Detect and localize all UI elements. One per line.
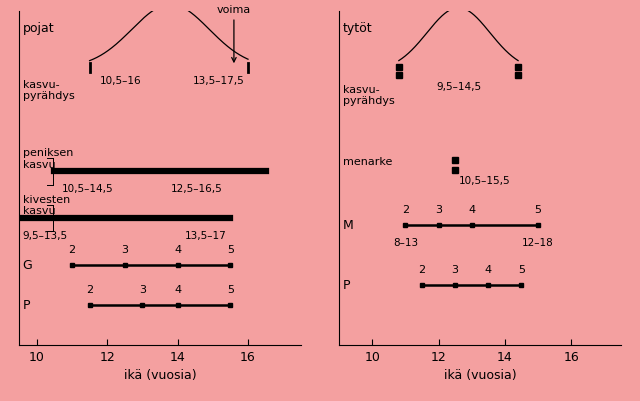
Text: kasvu-
pyrähdys: kasvu- pyrähdys (22, 79, 74, 101)
Text: 3: 3 (122, 244, 128, 254)
Text: 3: 3 (452, 264, 459, 274)
Text: 4: 4 (174, 244, 181, 254)
X-axis label: ikä (vuosia): ikä (vuosia) (124, 368, 196, 381)
X-axis label: ikä (vuosia): ikä (vuosia) (444, 368, 516, 381)
Text: menarke: menarke (342, 157, 392, 167)
Text: 3: 3 (139, 284, 146, 294)
Text: P: P (342, 278, 350, 292)
Text: G: G (22, 259, 33, 271)
Text: 9,5–13,5: 9,5–13,5 (22, 230, 68, 240)
Text: P: P (22, 298, 30, 312)
Text: 12–18: 12–18 (522, 237, 554, 247)
Text: 2: 2 (86, 284, 93, 294)
Text: 2: 2 (68, 244, 76, 254)
Text: 10,5–16: 10,5–16 (100, 76, 142, 85)
Text: kivesten
kasvu: kivesten kasvu (22, 194, 70, 216)
Text: tytöt: tytöt (342, 22, 372, 35)
Text: 4: 4 (174, 284, 181, 294)
Text: 3: 3 (435, 205, 442, 215)
Text: 13,5–17,5: 13,5–17,5 (193, 76, 244, 85)
Text: 4: 4 (484, 264, 492, 274)
Text: 5: 5 (534, 205, 541, 215)
Text: kasvu-
pyrähdys: kasvu- pyrähdys (342, 85, 394, 106)
Text: 2: 2 (402, 205, 409, 215)
Text: pojat: pojat (22, 22, 54, 35)
Text: 10,5–14,5: 10,5–14,5 (61, 184, 113, 194)
Text: voima: voima (217, 5, 251, 63)
Text: 4: 4 (468, 205, 476, 215)
Text: 5: 5 (227, 284, 234, 294)
Text: 10,5–15,5: 10,5–15,5 (458, 176, 510, 185)
Text: 5: 5 (227, 244, 234, 254)
Text: 8–13: 8–13 (393, 237, 418, 247)
Text: 13,5–17: 13,5–17 (185, 230, 227, 240)
Text: 5: 5 (518, 264, 525, 274)
Text: 12,5–16,5: 12,5–16,5 (170, 184, 222, 194)
Text: 9,5–14,5: 9,5–14,5 (436, 82, 481, 92)
Text: 2: 2 (419, 264, 426, 274)
Text: M: M (342, 219, 353, 231)
Text: peniksen
kasvu: peniksen kasvu (22, 148, 73, 169)
